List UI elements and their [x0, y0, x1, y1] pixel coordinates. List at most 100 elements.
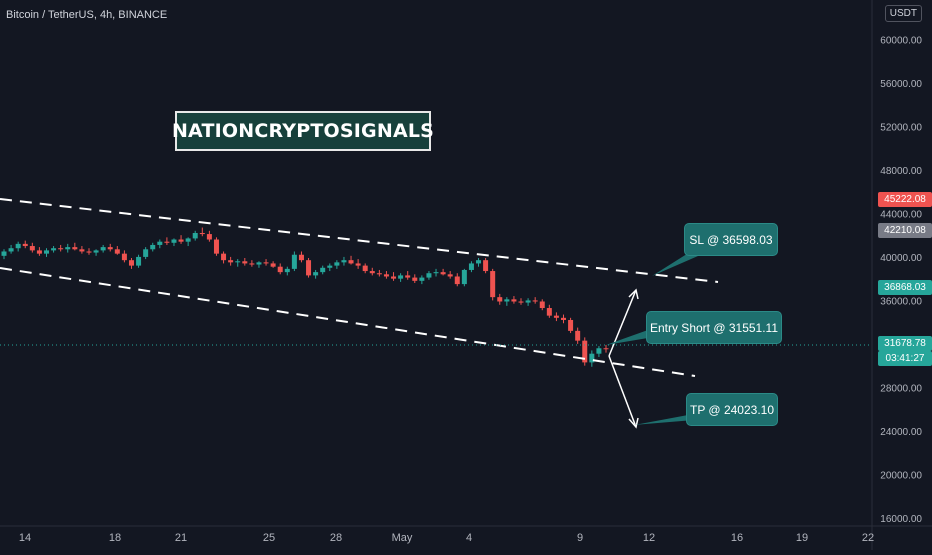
x-tick-label: 28	[330, 532, 342, 544]
x-tick-label: 9	[577, 532, 583, 544]
lower-trendline[interactable]	[0, 267, 696, 377]
tp-callout[interactable]: TP @ 24023.10	[686, 393, 778, 426]
bar-countdown-label: 03:41:27	[878, 351, 932, 366]
candle	[568, 317, 574, 334]
candle	[298, 251, 304, 263]
entry-callout-pointer	[606, 330, 648, 345]
y-tick-label: 44000.00	[880, 210, 922, 221]
candle	[398, 273, 404, 282]
candle	[22, 240, 28, 249]
sl-callout-pointer	[652, 252, 698, 276]
candle	[490, 268, 496, 301]
candle	[376, 269, 382, 277]
candle	[128, 258, 134, 269]
candle	[143, 247, 149, 260]
candle	[164, 237, 170, 245]
candle	[178, 235, 184, 244]
x-tick-label: May	[392, 532, 413, 544]
entry-callout[interactable]: Entry Short @ 31551.11	[646, 311, 782, 344]
candle	[504, 297, 510, 306]
tp-arrow[interactable]	[608, 355, 637, 428]
candle	[114, 246, 120, 255]
y-tick-label: 52000.00	[880, 123, 922, 134]
candle	[277, 263, 283, 275]
candle	[306, 258, 312, 278]
candle	[270, 261, 276, 268]
candle	[157, 239, 163, 249]
candle	[65, 243, 71, 253]
sl-callout[interactable]: SL @ 36598.03	[684, 223, 778, 256]
candle	[171, 238, 177, 247]
candle	[235, 259, 241, 267]
candle	[483, 258, 489, 274]
x-tick-label: 21	[175, 532, 187, 544]
candle	[334, 260, 340, 269]
candle	[405, 271, 411, 280]
candle	[518, 298, 524, 305]
candle	[589, 350, 595, 367]
candle	[72, 242, 78, 251]
y-tick-label: 28000.00	[880, 384, 922, 395]
candle	[43, 248, 49, 257]
candle	[362, 263, 368, 274]
y-tick-label: 36000.00	[880, 297, 922, 308]
candle	[461, 268, 467, 287]
x-tick-label: 12	[643, 532, 655, 544]
candle	[383, 271, 389, 279]
candle	[313, 269, 319, 279]
upper-trendline[interactable]	[0, 198, 719, 283]
candle	[121, 250, 127, 263]
tp-arrow-head	[628, 417, 639, 429]
tp-callout-pointer	[634, 415, 694, 425]
candle	[575, 327, 581, 344]
candle	[546, 304, 552, 318]
candle	[320, 265, 326, 275]
y-tick-label: 16000.00	[880, 514, 922, 525]
candle	[206, 230, 212, 242]
candle	[391, 272, 397, 281]
sl-arrow-head	[628, 288, 639, 300]
candle	[36, 247, 42, 256]
candle	[192, 230, 198, 241]
candle	[497, 293, 503, 305]
candle	[256, 261, 262, 268]
candle	[51, 246, 57, 253]
candle	[433, 268, 439, 277]
currency-selector[interactable]: USDT	[884, 5, 922, 22]
current-price-label: 31678.78	[878, 336, 932, 351]
candle	[596, 346, 602, 357]
candle	[79, 246, 85, 254]
y-tick-label: 24000.00	[880, 427, 922, 438]
candle	[213, 237, 219, 256]
candle	[242, 258, 248, 266]
candle	[539, 299, 545, 311]
candle	[263, 259, 269, 266]
candle	[221, 251, 227, 264]
x-tick-label: 25	[263, 532, 275, 544]
price-label-green: 36868.03	[878, 280, 932, 295]
candle	[511, 296, 517, 304]
y-tick-label: 48000.00	[880, 166, 922, 177]
candle	[107, 243, 113, 252]
sl-arrow[interactable]	[608, 289, 637, 357]
candle	[426, 271, 432, 280]
candle	[440, 268, 446, 276]
symbol-title: Bitcoin / TetherUS, 4h, BINANCE	[6, 9, 168, 21]
candle	[447, 271, 453, 279]
candle	[553, 312, 559, 322]
candle	[348, 255, 354, 265]
candle	[185, 237, 191, 247]
candle	[355, 259, 361, 269]
candle	[561, 314, 567, 324]
candle	[532, 297, 538, 304]
candle	[327, 263, 333, 272]
x-tick-label: 16	[731, 532, 743, 544]
candle	[150, 242, 156, 252]
y-tick-label: 20000.00	[880, 471, 922, 482]
candle	[15, 241, 21, 252]
candle	[476, 258, 482, 267]
candle	[525, 298, 531, 306]
x-tick-label: 18	[109, 532, 121, 544]
